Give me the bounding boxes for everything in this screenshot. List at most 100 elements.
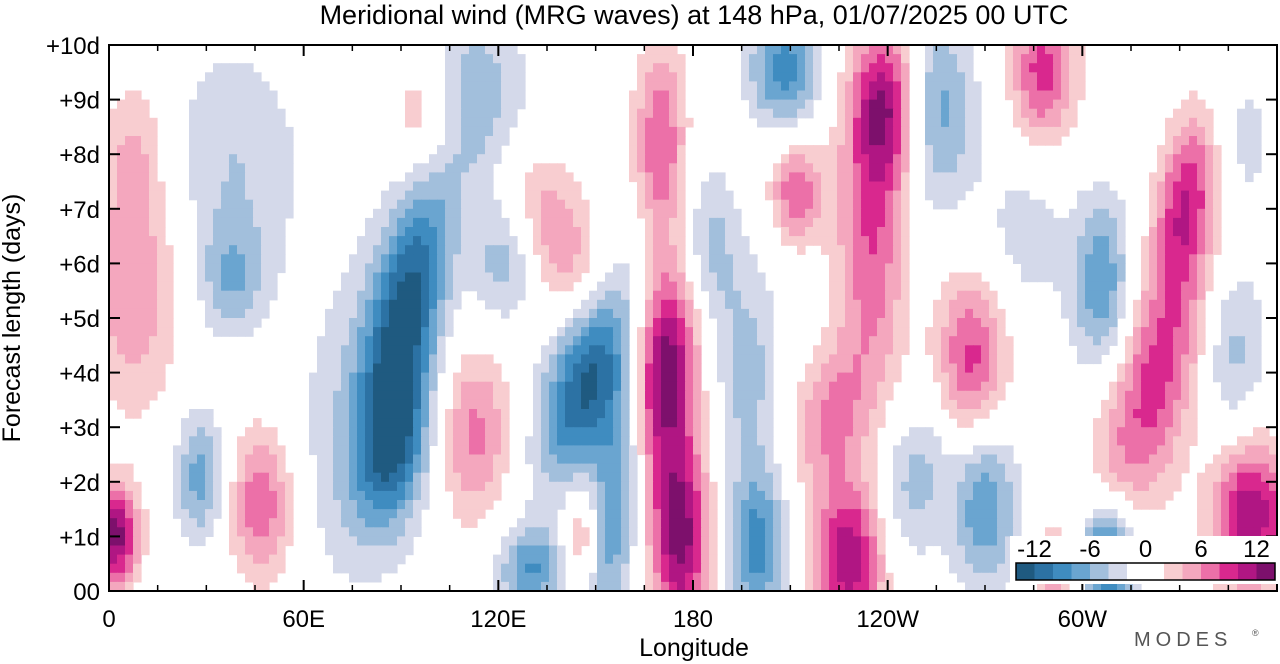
heatmap-cell xyxy=(781,54,790,64)
heatmap-cell xyxy=(581,463,590,474)
heatmap-cell xyxy=(965,72,974,82)
heatmap-cell xyxy=(877,299,886,310)
heatmap-cell xyxy=(941,500,950,510)
heatmap-cell xyxy=(925,90,934,101)
heatmap-cell xyxy=(1205,463,1214,474)
heatmap-cell xyxy=(213,318,222,328)
heatmap-cell xyxy=(541,354,550,365)
heatmap-cell xyxy=(533,518,542,528)
heatmap-cell xyxy=(805,381,814,392)
heatmap-cell xyxy=(797,409,806,419)
heatmap-cell xyxy=(965,54,974,64)
heatmap-cell xyxy=(253,472,262,483)
heatmap-cell xyxy=(797,45,806,55)
heatmap-cell xyxy=(893,63,902,73)
heatmap-cell xyxy=(885,281,894,292)
heatmap-cell xyxy=(845,436,854,446)
heatmap-cell xyxy=(1061,126,1070,137)
heatmap-cell xyxy=(333,472,342,483)
heatmap-cell xyxy=(693,381,702,392)
heatmap-cell xyxy=(645,154,654,164)
heatmap-cell xyxy=(501,45,510,55)
heatmap-cell xyxy=(133,308,142,319)
heatmap-cell xyxy=(781,81,790,92)
heatmap-cell xyxy=(117,245,126,255)
heatmap-cell xyxy=(813,436,822,446)
heatmap-cell xyxy=(709,281,718,292)
heatmap-cell xyxy=(613,345,622,355)
heatmap-cell xyxy=(109,199,118,210)
heatmap-cell xyxy=(973,281,982,292)
heatmap-cell xyxy=(277,463,286,474)
heatmap-cell xyxy=(853,463,862,474)
heatmap-cell xyxy=(1165,145,1174,155)
heatmap-cell xyxy=(1189,272,1198,283)
heatmap-cell xyxy=(837,345,846,355)
heatmap-cell xyxy=(157,345,166,355)
heatmap-cell xyxy=(357,290,366,301)
heatmap-cell xyxy=(557,354,566,365)
heatmap-cell xyxy=(469,436,478,446)
heatmap-cell xyxy=(277,481,286,492)
heatmap-cell xyxy=(501,99,510,110)
heatmap-cell xyxy=(397,217,406,228)
heatmap-cell xyxy=(405,381,414,392)
heatmap-cell xyxy=(637,172,646,183)
heatmap-cell xyxy=(485,145,494,155)
heatmap-cell xyxy=(213,472,222,483)
heatmap-cell xyxy=(261,427,270,437)
heatmap-cell xyxy=(981,399,990,410)
heatmap-cell xyxy=(893,190,902,201)
heatmap-cell xyxy=(541,245,550,255)
heatmap-cell xyxy=(1125,418,1134,428)
heatmap-cell xyxy=(1173,263,1182,274)
heatmap-cell xyxy=(389,554,398,565)
heatmap-cell xyxy=(829,254,838,264)
heatmap-cell xyxy=(149,208,158,219)
heatmap-cell xyxy=(661,99,670,110)
heatmap-cell xyxy=(1253,518,1262,528)
heatmap-cell xyxy=(677,126,686,137)
heatmap-cell xyxy=(405,272,414,283)
heatmap-cell xyxy=(805,445,814,456)
heatmap-cell xyxy=(477,63,486,73)
heatmap-cell xyxy=(149,245,158,255)
heatmap-cell xyxy=(221,163,230,173)
heatmap-cell xyxy=(645,527,654,537)
heatmap-cell xyxy=(181,418,190,428)
heatmap-cell xyxy=(613,445,622,456)
heatmap-cell xyxy=(509,263,518,274)
heatmap-cell xyxy=(269,227,278,237)
heatmap-cell xyxy=(325,409,334,419)
heatmap-cell xyxy=(621,363,630,374)
heatmap-cell xyxy=(1021,227,1030,237)
heatmap-cell xyxy=(925,99,934,110)
heatmap-cell xyxy=(469,136,478,146)
heatmap-cell xyxy=(589,354,598,365)
heatmap-cell xyxy=(845,81,854,92)
heatmap-cell xyxy=(725,363,734,374)
heatmap-cell xyxy=(421,227,430,237)
heatmap-cell xyxy=(853,154,862,164)
heatmap-cell xyxy=(1189,117,1198,128)
heatmap-cell xyxy=(405,254,414,264)
heatmap-cell xyxy=(429,436,438,446)
heatmap-cell xyxy=(1173,472,1182,483)
heatmap-cell xyxy=(1141,336,1150,346)
heatmap-cell xyxy=(1109,463,1118,474)
heatmap-cell xyxy=(1189,372,1198,383)
heatmap-cell xyxy=(1237,136,1246,146)
heatmap-cell xyxy=(581,454,590,465)
heatmap-cell xyxy=(877,418,886,428)
heatmap-cell xyxy=(253,236,262,246)
heatmap-cell xyxy=(1029,126,1038,137)
heatmap-cell xyxy=(949,154,958,164)
heatmap-cell xyxy=(1101,181,1110,192)
heatmap-cell xyxy=(109,345,118,355)
heatmap-cell xyxy=(165,299,174,310)
heatmap-cell xyxy=(1245,363,1254,374)
heatmap-cell xyxy=(901,509,910,519)
heatmap-cell xyxy=(933,145,942,155)
heatmap-cell xyxy=(1165,409,1174,419)
heatmap-cell xyxy=(645,518,654,528)
